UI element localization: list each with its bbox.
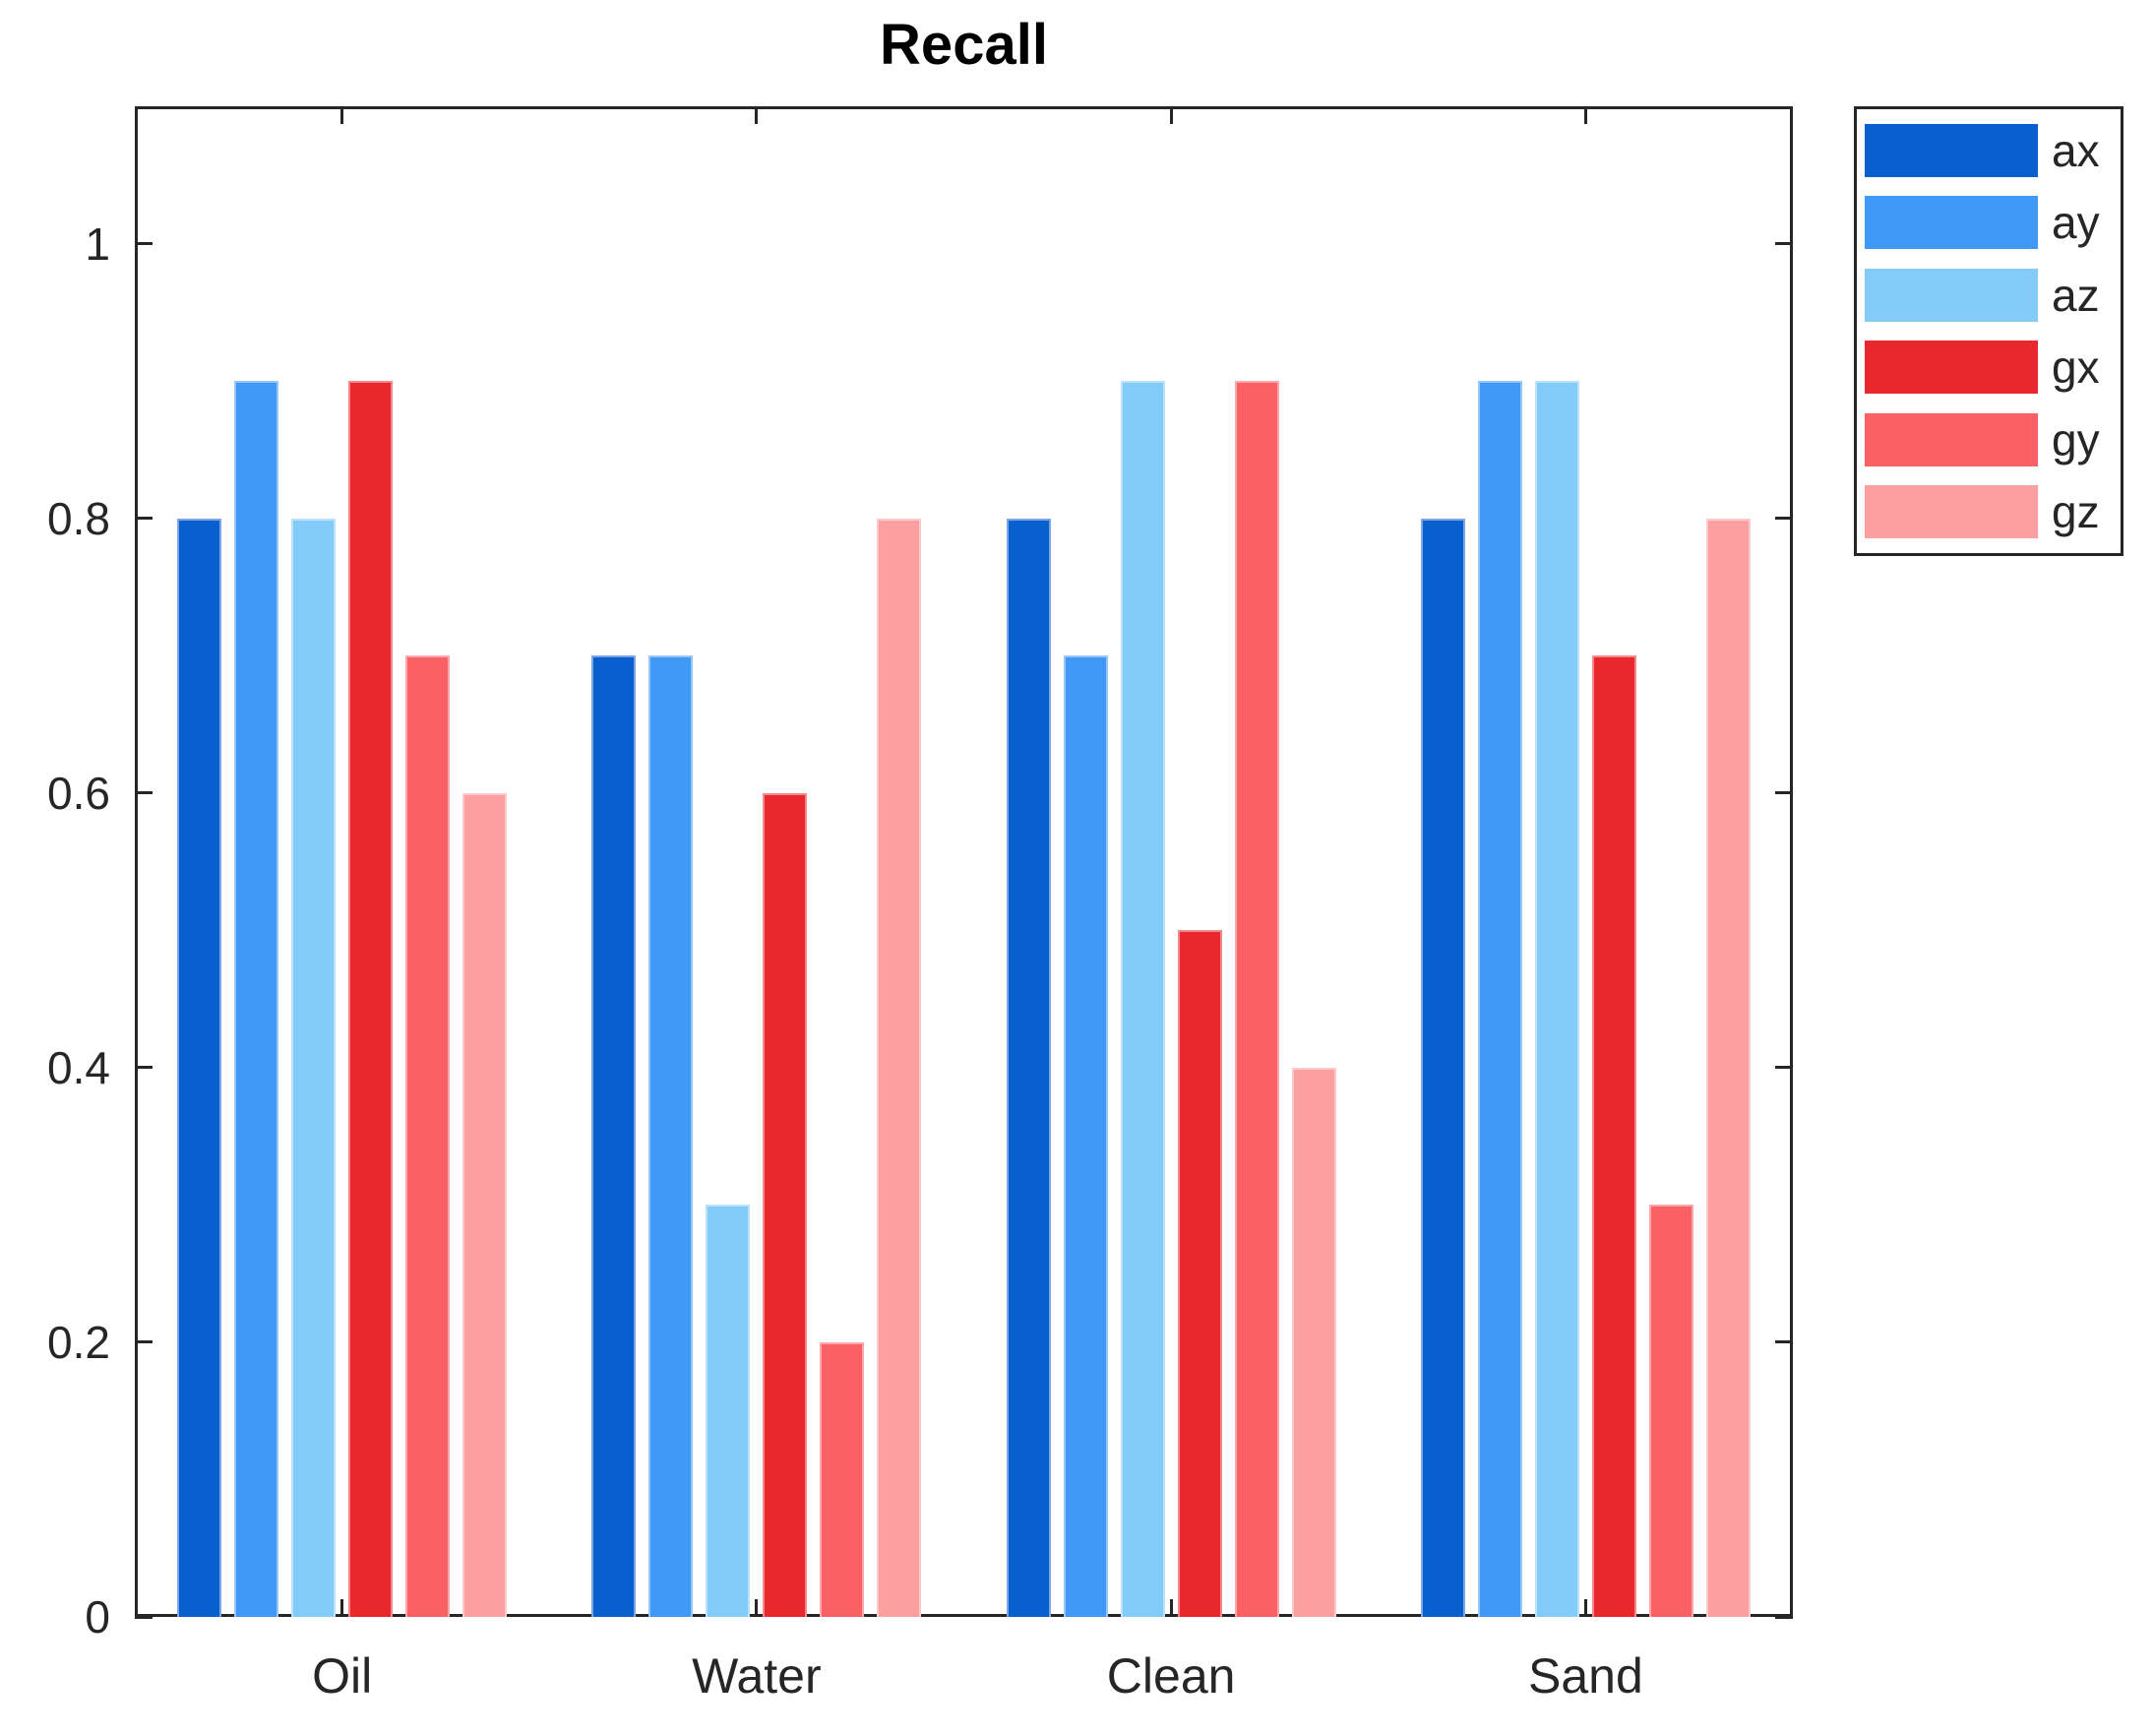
y-tick-left xyxy=(135,517,153,521)
bar-gx-sand xyxy=(1591,655,1636,1617)
y-tick-right xyxy=(1775,242,1793,246)
y-tick-label: 0.6 xyxy=(47,767,110,819)
y-tick-label: 0.2 xyxy=(47,1316,110,1368)
legend-swatch-ax xyxy=(1865,124,2038,177)
y-tick-label: 0 xyxy=(85,1591,110,1643)
y-tick-right xyxy=(1775,1340,1793,1344)
y-tick-left xyxy=(135,1066,153,1070)
bar-az-sand xyxy=(1534,381,1579,1617)
legend-swatch-gx xyxy=(1865,341,2038,395)
bar-gz-oil xyxy=(462,792,508,1617)
y-tick-left xyxy=(135,791,153,795)
x-tick-top xyxy=(340,106,344,124)
legend-label-az: az xyxy=(2052,269,2100,321)
y-tick-label: 0.8 xyxy=(47,492,110,544)
bar-gy-water xyxy=(820,1341,865,1617)
plot-area xyxy=(135,106,1793,1617)
bar-gx-water xyxy=(763,792,808,1617)
legend-label-gz: gz xyxy=(2052,486,2100,537)
bar-gx-oil xyxy=(348,381,394,1617)
bar-ax-sand xyxy=(1420,518,1465,1617)
bar-gz-water xyxy=(877,518,922,1617)
y-tick-label: 1 xyxy=(85,217,110,270)
x-tick-bottom xyxy=(1169,1599,1173,1617)
legend-swatch-gy xyxy=(1865,412,2038,466)
y-tick-right xyxy=(1775,1066,1793,1070)
legend-swatch-ay xyxy=(1865,196,2038,250)
x-tick-top xyxy=(1169,106,1173,124)
legend-label-gx: gx xyxy=(2052,341,2100,394)
bar-ax-water xyxy=(591,655,637,1617)
legend-label-gy: gy xyxy=(2052,413,2100,465)
y-tick-right xyxy=(1775,791,1793,795)
x-tick-bottom xyxy=(340,1599,344,1617)
bar-az-water xyxy=(706,1205,751,1617)
bar-ay-sand xyxy=(1477,381,1522,1617)
bar-gx-clean xyxy=(1177,930,1222,1617)
x-tick-top xyxy=(1583,106,1587,124)
y-tick-label: 0.4 xyxy=(47,1041,110,1093)
legend-label-ax: ax xyxy=(2052,125,2100,176)
x-tick-bottom xyxy=(755,1599,759,1617)
bar-ax-oil xyxy=(177,518,222,1617)
bar-ay-clean xyxy=(1063,655,1108,1617)
x-category-label-water: Water xyxy=(692,1648,822,1704)
bar-ay-oil xyxy=(234,381,279,1617)
x-tick-bottom xyxy=(1583,1599,1587,1617)
y-tick-right xyxy=(1775,1615,1793,1619)
x-category-label-clean: Clean xyxy=(1106,1648,1236,1704)
x-category-label-sand: Sand xyxy=(1527,1648,1643,1704)
bar-ay-water xyxy=(648,655,694,1617)
legend-swatch-az xyxy=(1865,268,2038,322)
x-category-label-oil: Oil xyxy=(312,1648,373,1704)
y-tick-left xyxy=(135,1615,153,1619)
bar-ax-clean xyxy=(1006,518,1051,1617)
bar-gy-oil xyxy=(405,655,451,1617)
y-tick-left xyxy=(135,1340,153,1344)
legend: ax ay az gx gy gz xyxy=(1854,106,2123,556)
bar-az-clean xyxy=(1120,381,1165,1617)
y-tick-left xyxy=(135,242,153,246)
legend-label-ay: ay xyxy=(2052,197,2100,249)
bar-gy-clean xyxy=(1234,381,1279,1617)
bar-gy-sand xyxy=(1648,1205,1693,1617)
x-tick-top xyxy=(755,106,759,124)
chart-title: Recall xyxy=(880,13,1048,77)
legend-swatch-gz xyxy=(1865,485,2038,538)
bar-gz-clean xyxy=(1291,1067,1336,1617)
y-tick-right xyxy=(1775,517,1793,521)
bar-gz-sand xyxy=(1705,518,1751,1617)
bar-az-oil xyxy=(291,518,337,1617)
